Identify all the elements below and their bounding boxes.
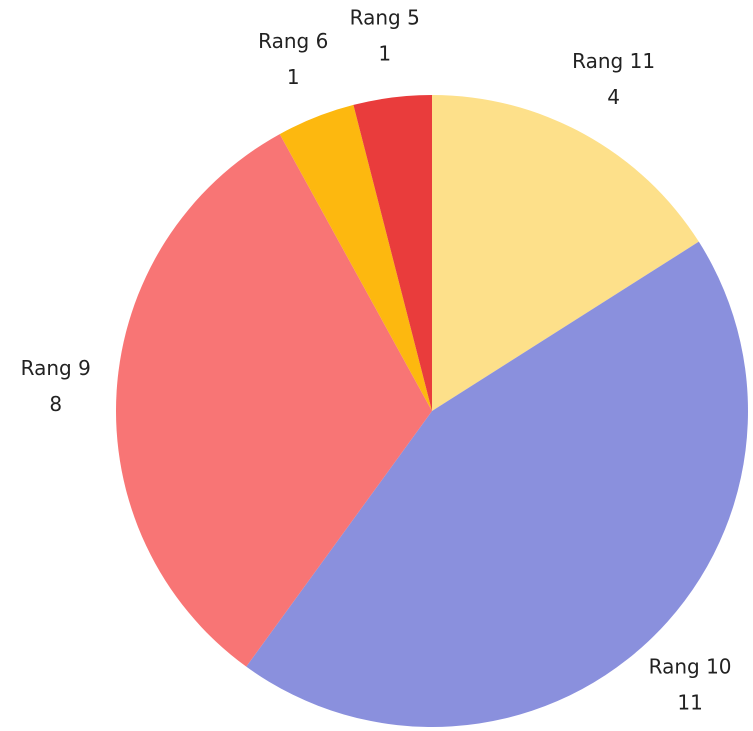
slice-label: Rang 6 [258, 29, 328, 53]
slice-value: 4 [607, 85, 620, 109]
slice-label: Rang 9 [21, 356, 91, 380]
slice-label: Rang 11 [572, 49, 655, 73]
slice-value: 8 [49, 392, 62, 416]
pie-slice [353, 95, 432, 411]
pie-slice [279, 104, 432, 411]
slice-value: 1 [287, 65, 300, 89]
slice-label: Rang 10 [649, 654, 732, 678]
pie-slice [432, 95, 699, 411]
pie-slice [246, 241, 749, 728]
slice-value: 1 [378, 41, 391, 65]
slice-label: Rang 5 [350, 5, 420, 29]
slice-value: 11 [677, 690, 702, 714]
pie-slice [115, 134, 432, 667]
